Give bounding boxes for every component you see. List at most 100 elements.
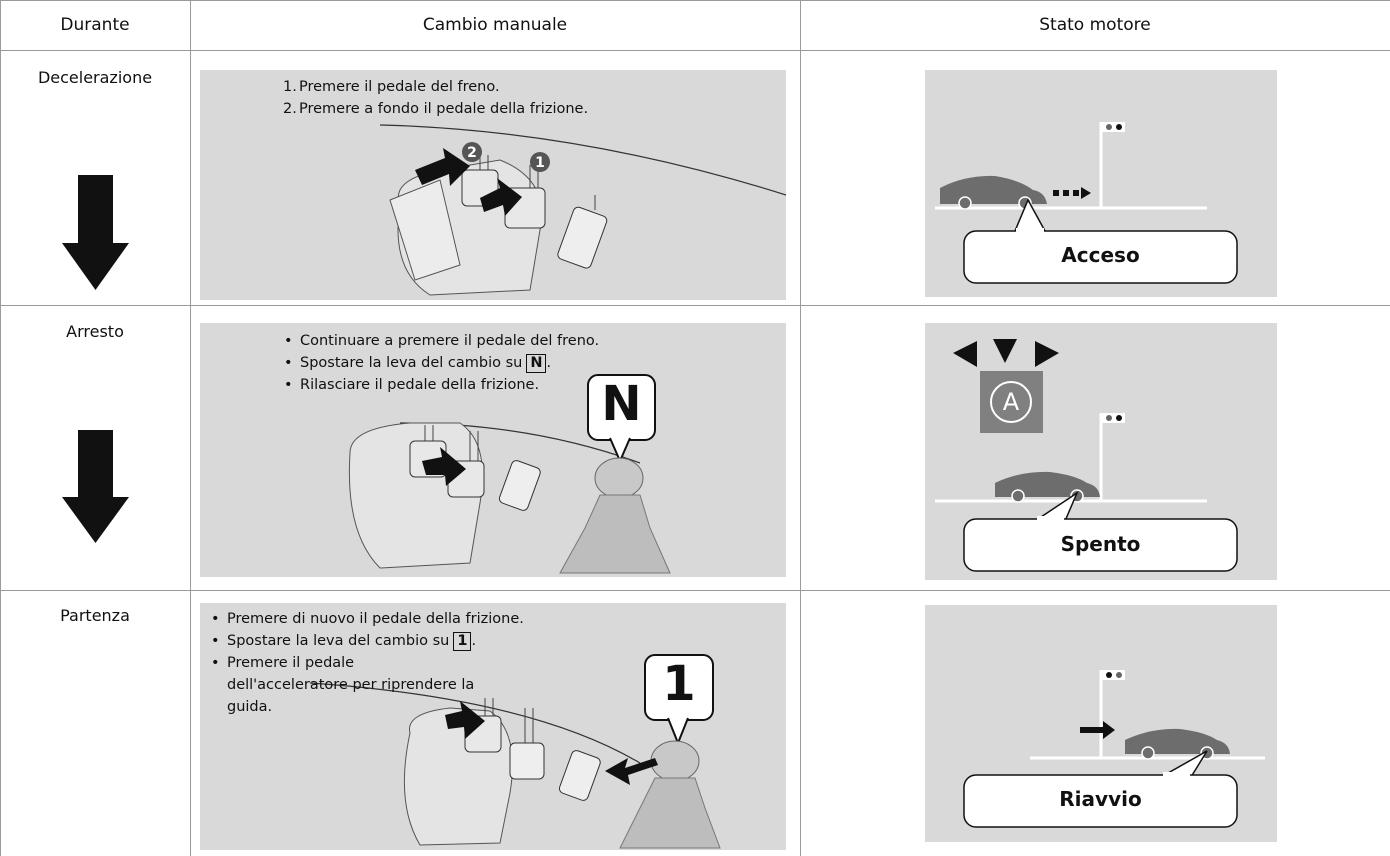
step: 2. Premere a fondo il pedale della frizio… xyxy=(283,98,588,120)
step-list: 1. Premere il pedale del freno. 2. Premere… xyxy=(283,76,588,120)
bullet: • xyxy=(211,633,220,649)
shape xyxy=(309,682,641,764)
step-text: . xyxy=(471,633,477,649)
shape xyxy=(558,750,601,801)
shape xyxy=(1106,415,1112,421)
bullet: • xyxy=(284,355,293,371)
shape xyxy=(62,430,129,543)
rule xyxy=(800,0,801,856)
step-text: Premere a fondo il pedale della frizione… xyxy=(299,101,589,117)
shape xyxy=(469,431,479,463)
step-list: • Continuare a premere il pedale del fren… xyxy=(284,330,599,396)
shape xyxy=(389,179,461,281)
illustration-panel: 2 1 xyxy=(200,70,786,300)
shape xyxy=(958,196,972,210)
phase: Decelerazione xyxy=(37,68,153,87)
callout: 1 xyxy=(535,155,545,171)
illustration-panel xyxy=(200,323,786,577)
step-text: Spostare la leva del cambio su xyxy=(300,355,523,371)
shape xyxy=(619,777,721,849)
shape xyxy=(605,758,658,785)
gear-label: 1 xyxy=(662,656,696,712)
step: • Rilasciare il pedale della frizione. xyxy=(284,374,599,396)
shape xyxy=(594,457,644,499)
shape xyxy=(1034,490,1079,522)
rule xyxy=(0,0,1,856)
shape xyxy=(1106,672,1112,678)
down-arrow xyxy=(62,175,129,543)
illustration-panel xyxy=(925,605,1277,842)
key: 1 xyxy=(453,632,472,651)
step: • Premere il pedale dell'acceleratore per… xyxy=(211,652,477,718)
shape xyxy=(963,774,1238,828)
shape xyxy=(1116,415,1122,421)
rule xyxy=(0,0,1390,1)
shape xyxy=(462,142,482,162)
marker: 2. xyxy=(283,101,297,117)
illustration-panel xyxy=(925,70,1277,297)
shape xyxy=(1081,187,1091,199)
shape xyxy=(559,494,671,574)
phase: Partenza xyxy=(60,606,130,625)
shape xyxy=(498,460,541,511)
shape xyxy=(650,740,700,782)
bullet: • xyxy=(284,377,293,393)
marker: 1. xyxy=(283,79,297,95)
shape xyxy=(1101,670,1125,680)
pedal-drawing: 2 1 xyxy=(379,124,786,296)
gear-label: N xyxy=(601,376,642,432)
shape xyxy=(1101,122,1125,132)
illustration-panel xyxy=(200,603,786,850)
header-cell: Stato motore xyxy=(1039,15,1151,35)
shape xyxy=(940,175,1047,204)
engine-drawing xyxy=(963,670,1265,828)
shape xyxy=(667,717,689,746)
rule xyxy=(190,0,191,856)
shape xyxy=(1160,750,1208,778)
shape xyxy=(530,152,550,172)
step: 1. Premere il pedale del freno. xyxy=(283,76,588,98)
shape xyxy=(995,471,1100,497)
shape xyxy=(524,708,534,743)
engine-drawing: A xyxy=(935,339,1238,572)
shape xyxy=(1141,746,1155,760)
shape xyxy=(1163,772,1190,777)
rule xyxy=(0,590,1390,591)
phase: Arresto xyxy=(66,322,124,341)
shape xyxy=(379,124,786,196)
bullet: • xyxy=(211,655,220,671)
shape xyxy=(1101,413,1125,423)
key: N xyxy=(526,354,547,373)
engine-drawing xyxy=(935,122,1238,284)
shape: A xyxy=(1003,388,1020,416)
engine-state: Spento xyxy=(1060,532,1141,556)
step-text: Premere il pedale del freno. xyxy=(299,79,500,95)
rule xyxy=(0,305,1390,306)
step: • Spostare la leva del cambio su N. xyxy=(284,352,599,374)
bullet: • xyxy=(211,611,220,627)
illustration-panel: A xyxy=(925,323,1277,580)
shape xyxy=(480,178,522,216)
shape xyxy=(953,339,1059,367)
shape xyxy=(1016,228,1044,233)
shape xyxy=(1116,124,1122,130)
shape xyxy=(1014,198,1046,232)
shape xyxy=(424,425,434,443)
rule xyxy=(0,50,1390,51)
shape xyxy=(1011,489,1025,503)
shape xyxy=(1106,124,1112,130)
shape xyxy=(963,518,1238,572)
step-text: Premere di nuovo il pedale della frizion… xyxy=(227,611,524,627)
shape xyxy=(1116,672,1122,678)
header-cell: Durante xyxy=(60,15,130,35)
shape xyxy=(422,447,466,486)
pedal-drawing xyxy=(309,654,721,849)
step-text: Continuare a premere il pedale del freno… xyxy=(300,333,600,349)
shape xyxy=(557,206,608,269)
engine-state: Riavvio xyxy=(1059,787,1142,811)
shape xyxy=(1125,728,1230,754)
callout: 2 xyxy=(467,145,477,161)
step: • Continuare a premere il pedale del fren… xyxy=(284,330,599,352)
